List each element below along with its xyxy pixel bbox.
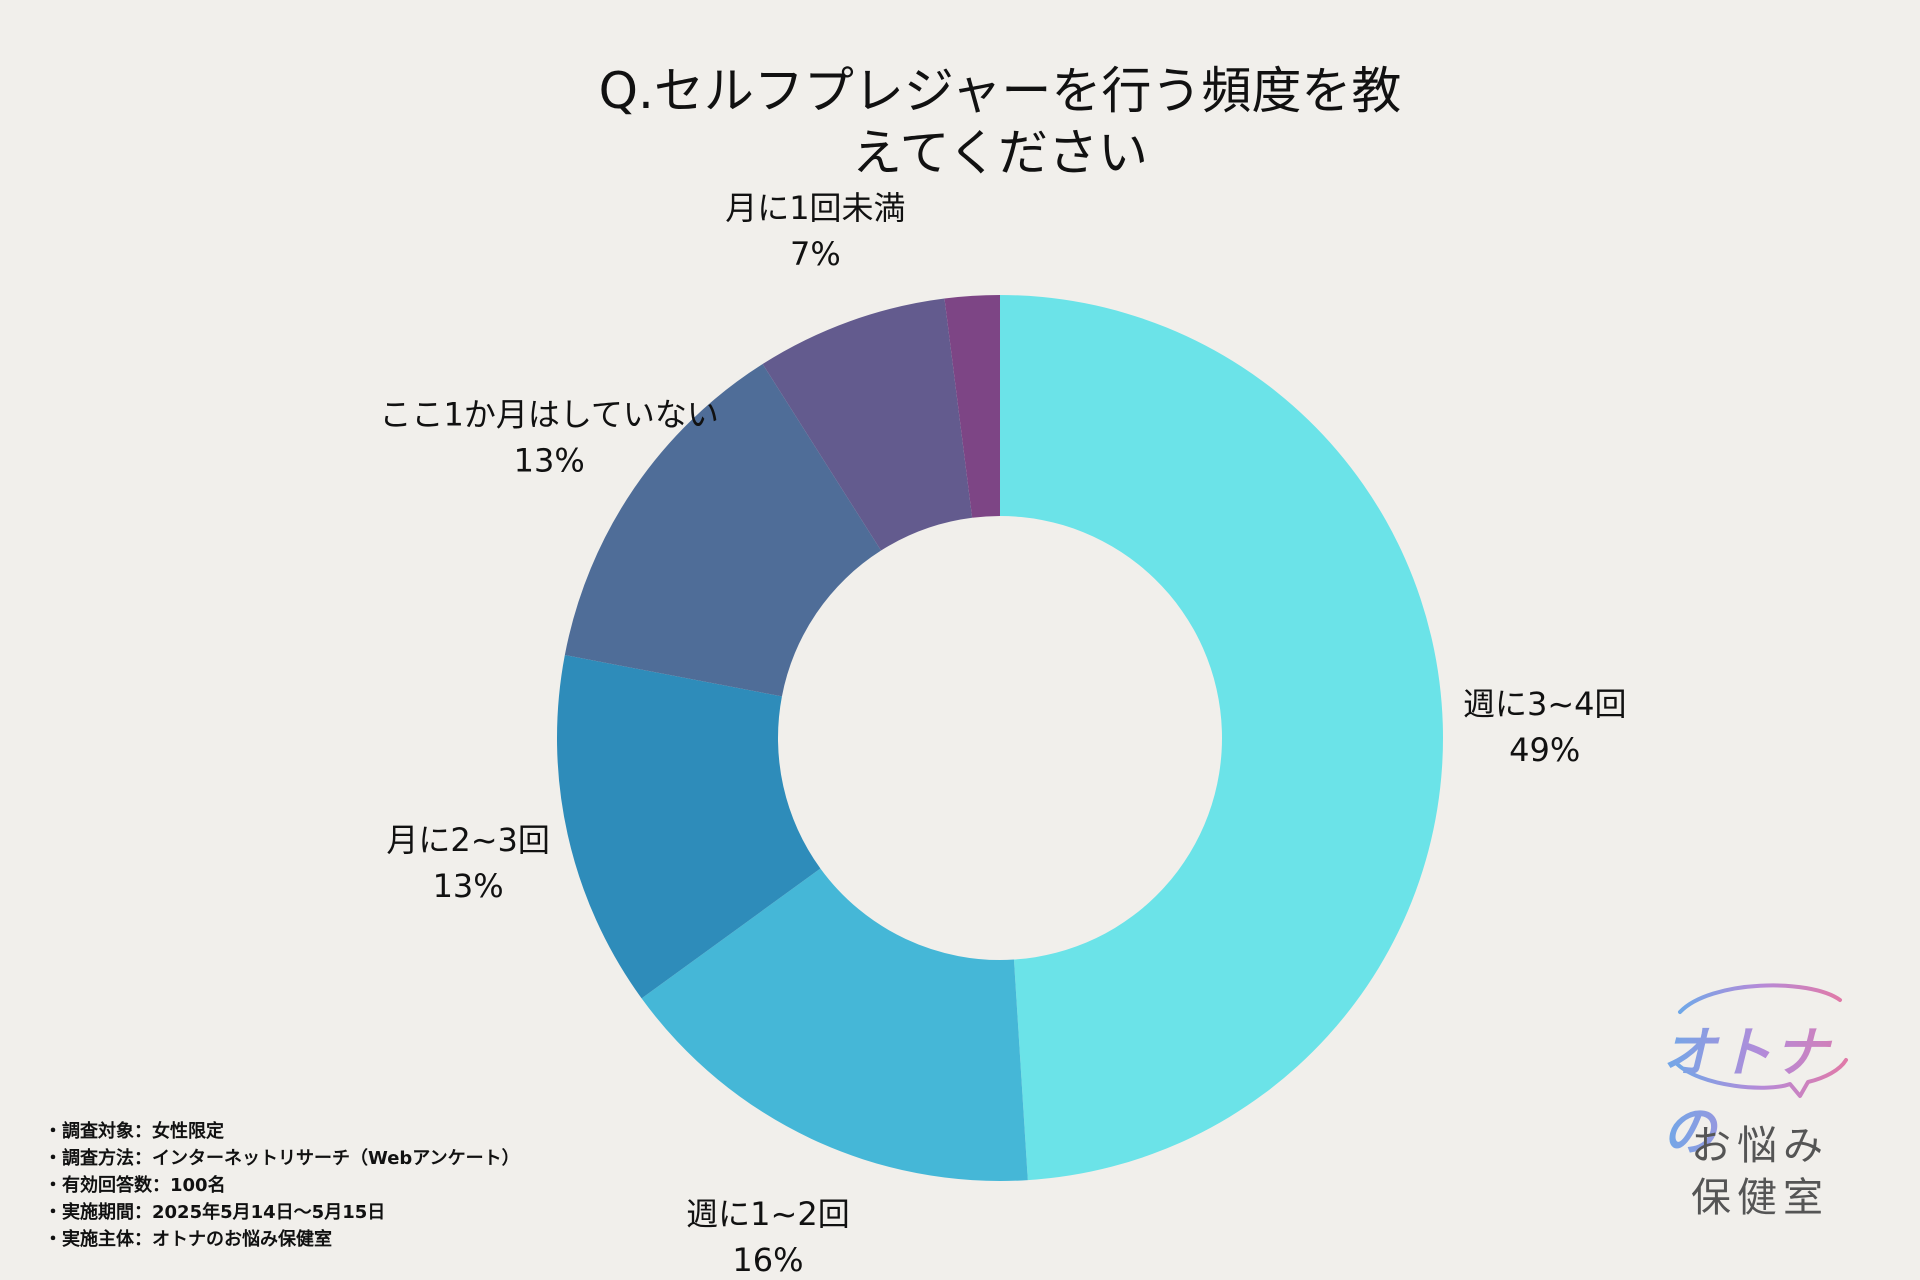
donut-slice-0 [1000, 295, 1444, 1181]
logo-brand-text: オトナの [1662, 1008, 1870, 1166]
donut-slice-4 [762, 298, 973, 551]
logo-subtitle-line-2: 保健室 [1691, 1175, 1829, 1221]
chart-title-line-2: えてください [852, 124, 1148, 182]
slice-percent-1: 16% [732, 1241, 803, 1279]
slice-label-4: 月に1回未満 [725, 189, 905, 227]
chart-title: Q.セルフプレジャーを行う頻度を教 えてください [0, 60, 1920, 184]
speech-bubble-icon [1673, 983, 1848, 1098]
slice-label-2: 月に2~3回 [386, 821, 550, 859]
note-period: 実施期間：2025年5月14日〜5月15日 [44, 1199, 520, 1226]
donut-slice-1 [641, 868, 1028, 1181]
slice-percent-4: 7% [790, 235, 841, 273]
note-respondents: 有効回答数：100名 [44, 1172, 520, 1199]
slice-percent-0: 49% [1509, 731, 1580, 769]
survey-notes: 調査対象：女性限定 調査方法：インターネットリサーチ（Webアンケート） 有効回… [44, 1118, 520, 1253]
donut-slice-2 [557, 654, 821, 999]
slice-percent-2: 13% [433, 867, 504, 905]
donut-slice-5 [944, 295, 1000, 518]
slice-label-3: ここ1か月はしていない [380, 396, 719, 434]
logo-subtitle-line-1: お悩み [1691, 1123, 1829, 1169]
slice-label-0: 週に3~4回 [1463, 685, 1627, 723]
chart-title-line-1: Q.セルフプレジャーを行う頻度を教 [598, 62, 1402, 120]
slice-percent-3: 13% [514, 442, 585, 480]
note-method: 調査方法：インターネットリサーチ（Webアンケート） [44, 1145, 520, 1172]
brand-logo: オトナの お悩み 保健室 [1650, 970, 1870, 1221]
note-target: 調査対象：女性限定 [44, 1118, 520, 1145]
note-organizer: 実施主体：オトナのお悩み保健室 [44, 1226, 520, 1253]
logo-subtitle: お悩み 保健室 [1680, 1120, 1840, 1224]
donut-slice-3 [564, 363, 882, 697]
slice-label-1: 週に1~2回 [686, 1195, 850, 1233]
